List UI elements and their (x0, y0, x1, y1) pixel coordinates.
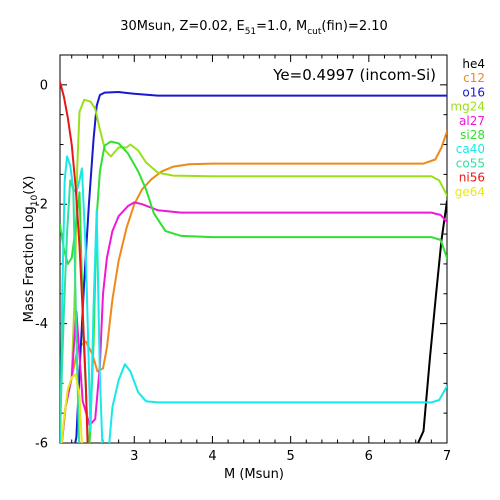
legend-entry-he4: he4 (462, 57, 485, 71)
legend-entry-ni56: ni56 (459, 171, 485, 185)
x-tick-label: 7 (443, 449, 451, 464)
chart-title: 30Msun, Z=0.02, E51=1.0, Mcut(fin)=2.10 (120, 19, 388, 37)
series-line-o16 (74, 91, 447, 443)
legend-entry-si28: si28 (460, 128, 485, 142)
x-axis-label: M (Msun) (224, 467, 284, 482)
legend-entry-o16: o16 (462, 85, 485, 99)
legend-entry-mg24: mg24 (450, 100, 485, 114)
series-line-c12 (60, 130, 447, 443)
series-line-ni56 (60, 80, 89, 443)
series-lines (60, 80, 447, 443)
legend-entry-co55: co55 (456, 156, 485, 170)
series-line-si28 (60, 140, 447, 443)
x-tick-label: 4 (208, 449, 216, 464)
series-line-al27 (60, 201, 447, 443)
legend-entry-ge64: ge64 (455, 185, 485, 199)
x-tick-label: 5 (286, 449, 294, 464)
y-tick-label: 0 (40, 78, 48, 93)
series-line-ge64 (60, 373, 83, 443)
series-line-mg24 (60, 98, 447, 443)
legend-entry-c12: c12 (463, 71, 485, 85)
y-tick-label: -4 (35, 317, 48, 332)
y-tick-label: -2 (35, 198, 48, 213)
series-line-co55 (60, 179, 81, 443)
plot-frame (59, 54, 448, 444)
series-line-ca40 (60, 155, 447, 443)
ye-annotation: Ye=0.4997 (incom-Si) (272, 66, 436, 84)
x-tick-label: 6 (365, 449, 373, 464)
y-axis-label: Mass Fraction Log10(X) (22, 176, 40, 323)
legend-entry-al27: al27 (459, 114, 485, 128)
legend-entry-ca40: ca40 (456, 142, 485, 156)
x-tick-label: 3 (130, 449, 138, 464)
y-tick-label: -6 (35, 437, 48, 452)
